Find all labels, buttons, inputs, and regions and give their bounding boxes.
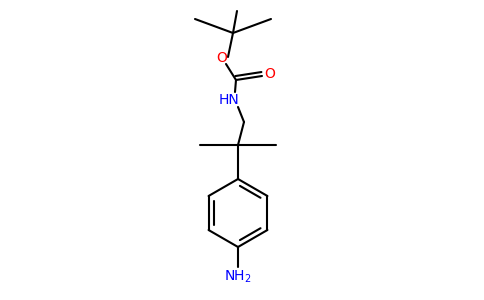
Text: O: O xyxy=(265,67,275,81)
Text: HN: HN xyxy=(219,93,240,107)
Text: NH$_2$: NH$_2$ xyxy=(224,269,252,285)
Text: O: O xyxy=(216,51,227,65)
